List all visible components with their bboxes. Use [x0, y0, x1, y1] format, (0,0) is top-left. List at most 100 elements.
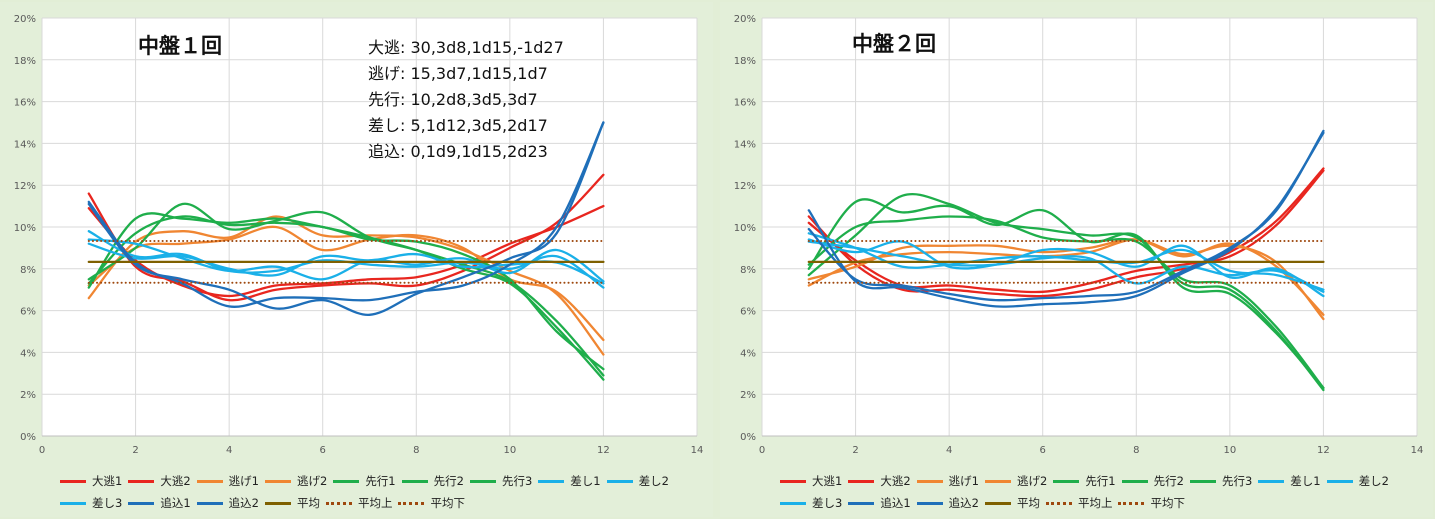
y-tick-label: 0% — [20, 432, 36, 443]
legend-label: 追込2 — [228, 496, 259, 510]
chart-legend: 大逃1 大逃2 逃げ1 逃げ2 先行1 先行2 先行3 差し1 差し2 差し3 追込1 追込2 平均 平均… — [780, 472, 1430, 516]
legend-label: 大逃1 — [92, 474, 123, 488]
legend-label: 逃げ1 — [228, 474, 259, 488]
y-tick-label: 10% — [734, 223, 756, 234]
legend-item: 平均上 — [1045, 494, 1113, 512]
series-line-先行1 — [807, 198, 1325, 390]
legend-swatch — [128, 502, 155, 505]
legend-swatch — [398, 502, 425, 505]
legend-item: 差し1 — [538, 472, 601, 490]
y-tick-label: 8% — [740, 265, 756, 276]
y-tick-label: 10% — [14, 223, 36, 234]
legend-item: 大逃2 — [848, 472, 911, 490]
legend-label: 平均 — [1016, 496, 1040, 510]
legend-label: 先行3 — [501, 474, 533, 488]
legend-label: 差し3 — [92, 496, 123, 510]
legend-label: 大逃1 — [812, 474, 843, 488]
y-tick-label: 4% — [20, 348, 36, 359]
legend-label: 平均下 — [1150, 496, 1185, 510]
legend-item: 逃げ2 — [984, 472, 1048, 490]
series-line-先行2 — [807, 192, 1325, 392]
y-tick-label: 16% — [14, 98, 36, 109]
legend-item: 先行1 — [1053, 472, 1116, 490]
y-tick-label: 20% — [734, 14, 756, 25]
y-tick-label: 6% — [20, 307, 36, 318]
line-chart-2: 0% 2% 4% 6% 8% 10% 12% 14% 16% 18% 20% 0 2 4 6 8 10 12 14 — [734, 14, 1424, 456]
legend-swatch — [128, 480, 155, 483]
series-line-追込1 — [87, 121, 605, 308]
chart-panel-2: 0% 2% 4% 6% 8% 10% 12% 14% 16% 18% 20% 0 2 4 6 8 10 12 14 … — [720, 2, 1433, 517]
legend-swatch — [333, 480, 360, 483]
series-line-追込2 — [807, 129, 1325, 302]
y-tick-label: 14% — [14, 139, 36, 150]
series-line-先行3 — [87, 215, 605, 371]
y-tick-label: 12% — [734, 181, 756, 192]
legend-label: 追込2 — [948, 496, 979, 510]
legend-swatch — [264, 502, 291, 505]
legend-swatch — [469, 480, 496, 483]
legend-swatch — [916, 502, 943, 505]
y-tick-label: 18% — [14, 56, 36, 67]
legend-item: 先行2 — [1121, 472, 1184, 490]
x-tick-label: 4 — [946, 445, 952, 456]
legend-label: 先行2 — [1153, 474, 1184, 488]
legend-swatch — [606, 480, 633, 483]
x-tick-label: 14 — [1411, 445, 1424, 456]
legend-item: 先行3 — [469, 472, 533, 490]
x-tick-label: 2 — [132, 445, 138, 456]
legend-label: 逃げ2 — [1016, 474, 1048, 488]
chart-panel-1: 0% 2% 4% 6% 8% 10% 12% 14% 16% 18% 20% 0 2 4 6 8 10 12 14 … — [0, 2, 713, 517]
legend-item: 平均 — [984, 494, 1040, 512]
legend-label: 大逃2 — [160, 474, 191, 488]
legend-item: 平均下 — [1118, 494, 1185, 512]
legend-label: 差し1 — [570, 474, 601, 488]
legend-label: 先行1 — [1085, 474, 1116, 488]
line-chart-1: 0% 2% 4% 6% 8% 10% 12% 14% 16% 18% 20% 0 2 4 6 8 10 12 14 — [14, 14, 704, 456]
y-tick-label: 12% — [14, 181, 36, 192]
legend-swatch — [401, 480, 428, 483]
x-tick-label: 8 — [413, 445, 419, 456]
legend-swatch — [916, 480, 943, 483]
legend-label: 差し2 — [1358, 474, 1389, 488]
note-line: 差し: 5,1d12,3d5,2d17 — [368, 116, 548, 135]
legend-swatch — [264, 480, 291, 483]
series-line-追込2 — [87, 121, 605, 316]
legend-item: 先行2 — [401, 472, 464, 490]
y-tick-label: 20% — [14, 14, 36, 25]
legend-swatch — [1189, 480, 1216, 483]
y-tick-label: 18% — [734, 56, 756, 67]
series-line-逃げ1 — [87, 215, 605, 356]
legend-label: 大逃2 — [880, 474, 911, 488]
y-tick-label: 2% — [740, 390, 756, 401]
legend-swatch — [1118, 502, 1145, 505]
note-line: 逃げ: 15,3d7,1d15,1d7 — [368, 64, 548, 83]
legend-item: 大逃1 — [60, 472, 122, 490]
legend-item: 追込1 — [128, 494, 191, 512]
series-line-大逃2 — [87, 204, 605, 298]
legend-swatch — [780, 480, 806, 483]
legend-swatch — [984, 480, 1011, 483]
legend-label: 先行3 — [1221, 474, 1253, 488]
series-line-差し3 — [87, 242, 605, 285]
legend-label: 平均上 — [1077, 496, 1113, 510]
y-tick-label: 16% — [734, 98, 756, 109]
legend-swatch — [1053, 480, 1080, 483]
legend-item: 差し3 — [780, 494, 842, 512]
legend-swatch — [848, 502, 875, 505]
legend-item: 追込2 — [196, 494, 259, 512]
legend-label: 追込1 — [160, 496, 191, 510]
legend-item: 先行3 — [1189, 472, 1253, 490]
note-line: 先行: 10,2d8,3d5,3d7 — [368, 90, 538, 109]
legend-swatch — [780, 502, 806, 505]
legend-swatch — [1121, 480, 1148, 483]
legend-label: 差し1 — [1290, 474, 1321, 488]
chart-title: 中盤２回 — [852, 32, 936, 56]
x-tick-label: 12 — [597, 445, 610, 456]
y-tick-label: 0% — [740, 432, 756, 443]
legend-swatch — [60, 480, 86, 483]
series-line-差し3 — [807, 240, 1325, 293]
legend-item: 差し2 — [606, 472, 669, 490]
x-tick-label: 10 — [1223, 445, 1236, 456]
legend-label: 平均下 — [430, 496, 465, 510]
legend-swatch — [984, 502, 1011, 505]
